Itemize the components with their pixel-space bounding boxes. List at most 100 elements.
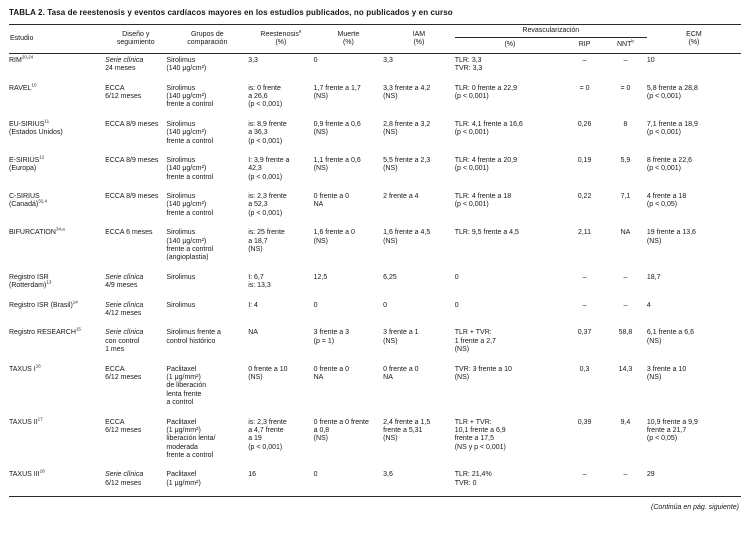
table-row: Registro ISR (Rotterdam)13 Serie clínica … bbox=[9, 271, 741, 299]
restenosis-cell: I: 6,7 is: 13,3 bbox=[248, 273, 271, 290]
study-reference-sup: 14 bbox=[72, 299, 78, 305]
death-cell: 0 bbox=[313, 471, 318, 479]
study-name: EU-SIRIUS bbox=[9, 120, 45, 128]
col-nnt-label: NNT bbox=[616, 41, 632, 49]
groups-cell: Sirolimus bbox=[166, 273, 196, 281]
revascularization-cell: TLR + TVR: 10,1 frente a 6,9 frente a 17… bbox=[454, 418, 506, 451]
restenosis-cell: is: 0 frente a 26,6 (p < 0,001) bbox=[248, 84, 283, 109]
nnt-cell: – bbox=[623, 56, 628, 64]
design-cell: ECCA 8/9 meses bbox=[105, 156, 159, 164]
revascularization-cell: TVR: 3 frente a 10 (NS) bbox=[454, 365, 512, 381]
col-grupos-line2: comparación bbox=[187, 38, 228, 46]
death-cell: 0,9 frente a 0,6 (NS) bbox=[313, 120, 361, 137]
iam-cell: 5,5 frente a 2,3 (NS) bbox=[383, 156, 431, 173]
col-grupos: Grupos de comparación bbox=[166, 24, 249, 54]
design-cell: ECCA 8/9 meses bbox=[105, 193, 159, 201]
ecm-cell: 18,7 bbox=[646, 273, 661, 281]
ecm-cell: 4 bbox=[646, 301, 651, 309]
ecm-cell: 3 frente a 10 (NS) bbox=[646, 365, 687, 381]
col-muerte-label: Muerte bbox=[337, 30, 360, 38]
study-cell: TAXUS I16 bbox=[9, 363, 105, 416]
nnt-cell: – bbox=[623, 301, 628, 309]
study-cell: RAVEL10 bbox=[9, 82, 105, 118]
groups-cell: Paclitaxel (1 μg/mm²) de liberación lent… bbox=[166, 365, 207, 407]
ecm-cell: 29 bbox=[646, 471, 655, 479]
study-name: TAXUS I bbox=[9, 365, 36, 373]
revascularization-cell: TLR: 9,5 frente a 4,5 bbox=[454, 229, 519, 237]
study-cell: TAXUS II17 bbox=[9, 416, 105, 469]
restenosis-cell: is: 2,3 frente a 4,7 frente a 19 (p < 0,… bbox=[248, 418, 287, 451]
groups-cell: Paclitaxel (1 μg/mm²) liberación lenta/ … bbox=[166, 418, 216, 460]
nnt-cell: 5,9 bbox=[620, 156, 631, 164]
design-cell: ECCA 6/12 meses bbox=[105, 84, 142, 100]
col-grupos-line1: Grupos de bbox=[190, 30, 224, 38]
death-cell: 1,1 frente a 0,6 (NS) bbox=[313, 156, 361, 173]
death-cell: 12,5 bbox=[313, 273, 328, 281]
table-page: TABLA 2. Tasa de reestenosis y eventos c… bbox=[9, 8, 741, 511]
table-row: TAXUS III18 Serie clínica 6/12 meses Pacli… bbox=[9, 468, 741, 496]
nnt-cell: 7,1 bbox=[620, 193, 631, 201]
death-cell: 1,6 frente a 0 (NS) bbox=[313, 229, 355, 245]
rip-cell: 2,11 bbox=[577, 229, 592, 237]
nnt-cell: 14,3 bbox=[618, 365, 633, 373]
design-cell: ECCA 8/9 meses bbox=[105, 120, 159, 128]
ecm-cell: 10 bbox=[646, 56, 655, 64]
design-cell: Serie clínica 4/12 meses bbox=[105, 301, 144, 317]
design-cell: ECCA 6 meses bbox=[105, 229, 153, 237]
col-ecm-unit: (%) bbox=[688, 38, 700, 46]
study-reference-sup: 15 bbox=[75, 327, 81, 333]
iam-cell: 3,6 bbox=[383, 471, 393, 479]
table-caption: Tasa de reestenosis y eventos cardíacos … bbox=[47, 8, 453, 17]
col-iam-label: IAM bbox=[412, 30, 426, 38]
table-row: TAXUS II17 ECCA 6/12 meses Paclitaxel (1 μ… bbox=[9, 416, 741, 469]
study-cell: Registro ISR (Rotterdam)13 bbox=[9, 271, 105, 299]
nnt-cell: 58,8 bbox=[618, 329, 633, 337]
header-row-1: Estudio Diseño y seguimiento Grupos de com… bbox=[9, 24, 741, 54]
col-iam: IAM (%) bbox=[383, 24, 455, 54]
table-row: RIM20,24 Serie clínica 24 meses Sirolimus … bbox=[9, 53, 741, 81]
col-reestenosis-label: Reestenosis bbox=[260, 30, 299, 38]
iam-cell: 3,3 bbox=[383, 56, 393, 64]
col-diseno: Diseño y seguimiento bbox=[105, 24, 167, 54]
restenosis-cell: 0 frente a 10 (NS) bbox=[248, 365, 288, 381]
death-cell: 0 bbox=[313, 56, 318, 64]
ecm-cell: 10,9 frente a 9,9 frente a 21,7 (p < 0,0… bbox=[646, 418, 698, 443]
iam-cell: 0 frente a 0 NA bbox=[383, 365, 419, 381]
design-cell: ECCA 6/12 meses bbox=[105, 365, 142, 381]
iam-cell: 3,3 frente a 4,2 (NS) bbox=[383, 84, 431, 100]
study-reference-sup: 16 bbox=[35, 363, 41, 369]
results-table: Estudio Diseño y seguimiento Grupos de com… bbox=[9, 24, 741, 498]
rip-cell: – bbox=[582, 301, 587, 309]
iam-cell: 1,6 frente a 4,5 (NS) bbox=[383, 229, 431, 245]
design-cell: Serie clínica 24 meses bbox=[105, 56, 144, 73]
table-row: Registro RESEARCH15 Serie clínica con con… bbox=[9, 326, 741, 362]
rip-cell: = 0 bbox=[579, 84, 590, 92]
revascularization-cell: TLR: 3,3 TVR: 3,3 bbox=[454, 56, 483, 73]
rip-cell: 0,26 bbox=[577, 120, 592, 128]
rip-cell: 0,39 bbox=[577, 418, 592, 426]
study-reference-sup: 32,4 bbox=[38, 199, 47, 205]
nnt-cell: – bbox=[623, 273, 628, 281]
study-name: E-SIRIUS bbox=[9, 156, 40, 164]
revascularization-cell: TLR: 4,1 frente a 16,6 (p < 0,001) bbox=[454, 120, 523, 137]
study-name: Registro ISR (Rotterdam) bbox=[9, 273, 49, 290]
iam-cell: 3 frente a 1 (NS) bbox=[383, 329, 419, 345]
footnote-marker-a: a bbox=[298, 28, 302, 34]
table-row: EU-SIRIUS11 (Estados Unidos) ECCA 8/9 mes… bbox=[9, 118, 741, 154]
study-reference-sup: 10 bbox=[31, 82, 37, 88]
groups-cell: Sirolimus (140 μg/cm²) frente a control … bbox=[166, 229, 214, 262]
restenosis-cell: is: 25 frente a 18,7 (NS) bbox=[248, 229, 285, 254]
study-region: (Estados Unidos) bbox=[9, 129, 63, 137]
iam-cell: 2,4 frente a 1,5 frente a 5,31 (NS) bbox=[383, 418, 431, 443]
col-reestenosis: Reestenosisa (%) bbox=[248, 24, 314, 54]
study-reference-sup: 17 bbox=[37, 416, 43, 422]
col-ecm-label: ECM bbox=[686, 30, 702, 38]
study-name: Registro ISR (Brasil) bbox=[9, 301, 73, 309]
nnt-cell: – bbox=[623, 471, 628, 479]
study-region: (Europa) bbox=[9, 165, 37, 173]
study-reference-sup: 13 bbox=[46, 279, 52, 285]
col-nnt: NNTb bbox=[603, 37, 647, 54]
death-cell: 0 frente a 0 frente a 0,8 (NS) bbox=[313, 418, 369, 443]
restenosis-cell: I: 4 bbox=[248, 301, 258, 309]
ecm-cell: 6,1 frente a 6,6 (NS) bbox=[646, 329, 694, 345]
